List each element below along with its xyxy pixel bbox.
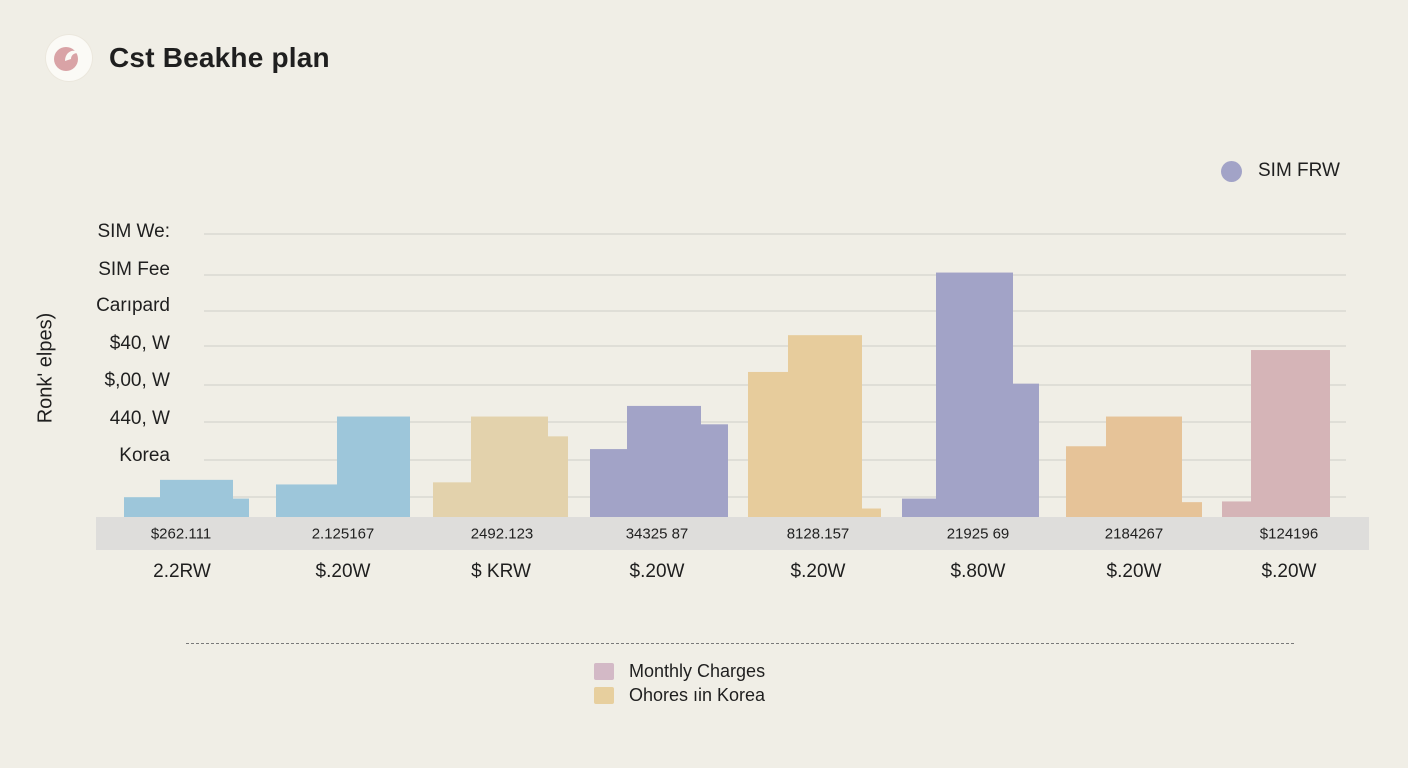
y-tick-label: SIM Fee: [98, 259, 170, 280]
category-label: 34325 87: [625, 525, 689, 543]
category-label: 2.125167: [311, 525, 375, 543]
legend-top-label: SIM FRW: [1258, 160, 1340, 181]
bar: [337, 416, 410, 517]
price-label: $.80W: [950, 561, 1006, 582]
y-tick-label: SIM We:: [97, 221, 171, 242]
bar: [902, 498, 936, 517]
category-label: $124196: [1259, 525, 1319, 543]
bar: [276, 484, 337, 517]
price-label: $.20W: [1261, 561, 1317, 582]
legend-label: Ohores ıin Korea: [629, 684, 766, 705]
category-label: 2492.123: [470, 525, 534, 543]
logo: [46, 35, 92, 81]
bar: [788, 335, 862, 517]
legend-swatch: [594, 686, 614, 704]
legend-swatch: [594, 662, 614, 680]
bar: [160, 479, 233, 517]
bar: [590, 449, 627, 517]
category-label: 21925 69: [946, 525, 1010, 543]
price-label: $.20W: [315, 561, 371, 582]
bar: [1066, 446, 1106, 517]
chart-title: Cst Beakhe plan: [109, 42, 330, 73]
price-label: $ KRW: [471, 561, 531, 582]
price-label: $.20W: [1106, 561, 1162, 582]
divider: [186, 643, 1294, 644]
bar: [1222, 501, 1251, 517]
legend-dot: [1221, 160, 1242, 182]
bar: [1182, 502, 1202, 517]
bar: [433, 482, 471, 517]
price-label: $.20W: [629, 561, 685, 582]
bar: [233, 498, 249, 517]
chart-header: Cst Beakhe plan: [46, 34, 330, 82]
legend-label: Monthly Charges: [629, 660, 766, 681]
y-tick-label: Carıpard: [96, 295, 170, 316]
category-label: $262.111: [150, 525, 212, 543]
y-tick-label: $,00, W: [104, 370, 170, 391]
bar: [471, 416, 548, 517]
bar: [1013, 383, 1039, 517]
y-tick-label: $40, W: [109, 333, 170, 354]
category-band: [96, 517, 1369, 550]
price-label: 2.2RW: [153, 561, 211, 582]
bar: [124, 497, 160, 517]
legend-item: Ohores ıin Korea: [594, 683, 765, 707]
bar: [1106, 416, 1182, 517]
swirl-logo-icon: [54, 47, 81, 71]
bar: [1251, 350, 1330, 517]
legend-bottom: Monthly Charges Ohores ıin Korea: [594, 659, 765, 707]
bar: [748, 371, 788, 517]
legend-item: Monthly Charges: [594, 659, 765, 683]
bar: [627, 405, 701, 517]
y-tick-label: Korea: [119, 445, 170, 466]
y-axis-label: Ronk' elpes): [34, 312, 57, 424]
category-label: 2184267: [1104, 525, 1164, 543]
y-tick-label: 440, W: [109, 408, 170, 429]
legend-top: SIM FRW: [1221, 160, 1340, 182]
bar: [862, 508, 881, 517]
category-label: 8128.157: [786, 525, 850, 543]
price-label: $.20W: [790, 561, 846, 582]
bar: [936, 272, 1013, 517]
bar: [548, 436, 568, 517]
bar: [701, 424, 728, 517]
